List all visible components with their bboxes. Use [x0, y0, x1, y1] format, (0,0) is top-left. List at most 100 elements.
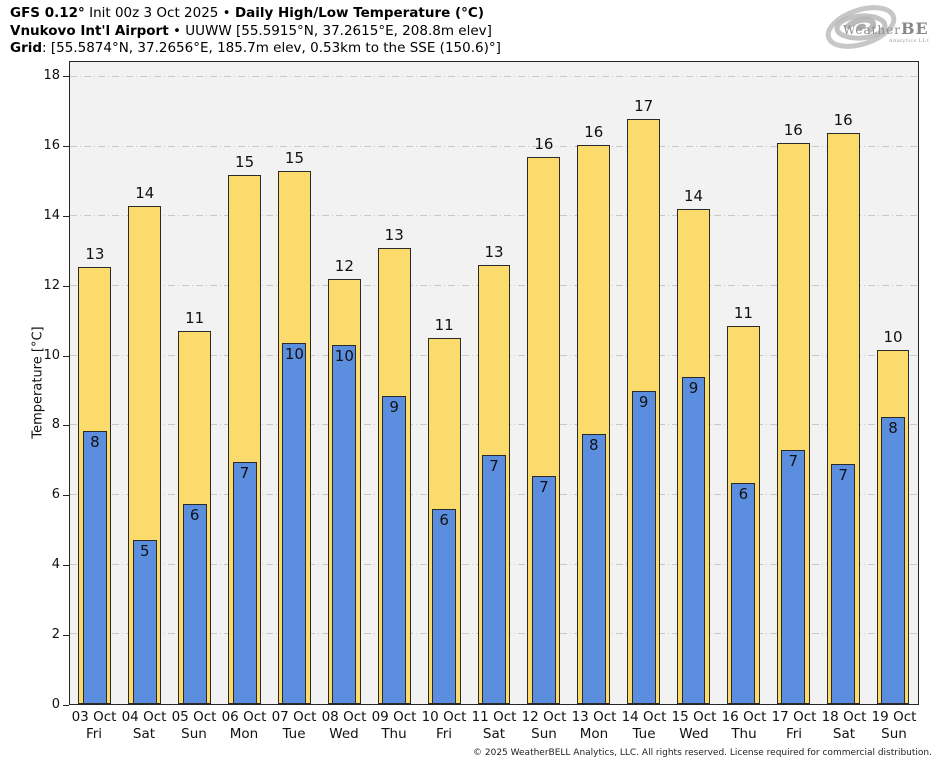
bar-group-15-oct: 14 9: [669, 62, 719, 704]
hurricane-swirl-icon: WeatherBELL Analytics LLC: [825, 5, 935, 49]
x-tick-date: 06 Oct: [221, 709, 267, 725]
x-tick-day: Sat: [832, 725, 856, 742]
x-tick-day: Sun: [181, 725, 207, 742]
y-tick-mark-12: [63, 285, 69, 287]
x-tick-day: Wed: [329, 725, 359, 742]
low-value-label: 7: [539, 477, 549, 496]
y-tick-label-12: 12: [43, 277, 60, 293]
low-bar: 7: [781, 449, 806, 704]
x-tick-label: 07 Oct Tue: [269, 709, 319, 742]
x-tick-date: 04 Oct: [121, 709, 167, 725]
bar-group-11-oct: 13 7: [469, 62, 519, 704]
y-tick-label-16: 16: [43, 137, 60, 153]
x-tick-date: 12 Oct: [521, 709, 567, 725]
low-value-label: 7: [838, 465, 848, 484]
bar-group-03-oct: 13 8: [70, 62, 120, 704]
low-bar: 9: [382, 395, 407, 704]
y-tick-mark-18: [63, 76, 69, 78]
x-tick-label: 12 Oct Sun: [519, 709, 569, 742]
y-tick-label-18: 18: [43, 68, 60, 84]
low-value-label: 6: [439, 510, 449, 529]
x-tick-label: 14 Oct Tue: [619, 709, 669, 742]
init-time: Init 00z 3 Oct 2025 •: [84, 5, 235, 21]
low-bar: 5: [132, 540, 157, 704]
x-tick-day: Fri: [85, 725, 103, 742]
bar-group-09-oct: 13 9: [369, 62, 419, 704]
low-value-label: 6: [738, 484, 749, 503]
y-tick-label-0: 0: [51, 697, 60, 712]
x-tick-day: Sun: [881, 725, 907, 742]
low-value-label: 8: [588, 436, 599, 455]
low-value-label: 8: [888, 418, 898, 437]
low-value-label: 10: [334, 347, 354, 366]
bar-group-05-oct: 11 6: [170, 62, 220, 704]
bar-group-12-oct: 16 7: [519, 62, 569, 704]
bar-group-07-oct: 15 10: [270, 62, 320, 704]
x-tick-date: 18 Oct: [821, 709, 867, 725]
high-value-label: 17: [634, 96, 654, 115]
high-value-label: 13: [85, 244, 105, 263]
high-value-label: 13: [384, 225, 404, 244]
x-tick-day: Fri: [785, 725, 803, 742]
y-tick-mark-6: [63, 495, 69, 497]
high-value-label: 13: [484, 243, 504, 262]
high-value-label: 14: [683, 187, 704, 206]
low-bar: 10: [282, 343, 307, 704]
x-tick-date: 10 Oct: [421, 709, 467, 725]
low-bar: 7: [482, 454, 506, 704]
logo-text-analytics: Analytics LLC: [888, 38, 929, 44]
x-tick-label: 10 Oct Fri: [419, 709, 469, 742]
low-value-label: 10: [284, 345, 304, 364]
y-tick-label-10: 10: [43, 347, 60, 363]
header-line-2: Vnukovo Int'l Airport • UUWW [55.5915°N,…: [10, 23, 501, 41]
x-tick-day: Sat: [482, 725, 506, 742]
x-tick-label: 06 Oct Mon: [219, 709, 269, 742]
low-bar: 7: [531, 475, 556, 704]
grid-label: Grid: [10, 40, 43, 56]
model-name: GFS 0.12°: [10, 5, 85, 21]
low-value-label: 8: [90, 432, 100, 451]
x-tick-day: Mon: [579, 725, 609, 742]
y-tick-mark-10: [63, 355, 69, 357]
high-value-label: 16: [584, 122, 604, 141]
x-tick-label: 09 Oct Thu: [369, 709, 419, 742]
bar-group-14-oct: 17 9: [619, 62, 669, 704]
high-value-label: 15: [284, 149, 304, 168]
x-tick-day: Tue: [282, 725, 306, 742]
x-tick-date: 08 Oct: [321, 709, 367, 725]
y-tick-mark-16: [63, 145, 69, 147]
low-bar: 8: [82, 430, 107, 704]
weatherbell-logo: WeatherBELL Analytics LLC: [817, 1, 935, 53]
x-tick-label: 15 Oct Wed: [669, 709, 719, 742]
y-tick-mark-0: [63, 705, 69, 706]
x-tick-date: 19 Oct: [871, 709, 917, 725]
x-tick-date: 07 Oct: [271, 709, 317, 725]
chart-header: GFS 0.12° Init 00z 3 Oct 2025 • Daily Hi…: [10, 5, 501, 58]
x-tick-label: 03 Oct Fri: [69, 709, 119, 742]
x-tick-day: Wed: [679, 725, 709, 742]
x-tick-label: 19 Oct Sun: [869, 709, 919, 742]
x-tick-day: Sun: [531, 725, 557, 742]
x-tick-date: 03 Oct: [71, 709, 117, 725]
bar-group-04-oct: 14 5: [120, 62, 170, 704]
x-tick-label: 17 Oct Fri: [769, 709, 819, 742]
low-bar: 7: [232, 461, 257, 704]
x-tick-day: Fri: [435, 725, 453, 742]
x-tick-label: 18 Oct Sat: [819, 709, 869, 742]
x-tick-date: 15 Oct: [671, 709, 717, 725]
bar-group-13-oct: 16 8: [569, 62, 619, 704]
high-value-label: 11: [185, 309, 205, 328]
low-value-label: 6: [189, 505, 200, 524]
low-bar: 6: [432, 508, 457, 704]
x-tick-day: Mon: [229, 725, 259, 742]
header-line-1: GFS 0.12° Init 00z 3 Oct 2025 • Daily Hi…: [10, 5, 501, 23]
y-tick-label-6: 6: [51, 487, 60, 503]
bar-group-10-oct: 11 6: [419, 62, 469, 704]
low-value-label: 7: [239, 463, 250, 482]
gridline-16: [70, 145, 918, 147]
bar-group-17-oct: 16 7: [768, 62, 818, 704]
header-line-3: Grid: [55.5874°N, 37.2656°E, 185.7m elev…: [10, 40, 501, 58]
high-value-label: 16: [783, 121, 803, 140]
gridline-18: [70, 75, 918, 77]
